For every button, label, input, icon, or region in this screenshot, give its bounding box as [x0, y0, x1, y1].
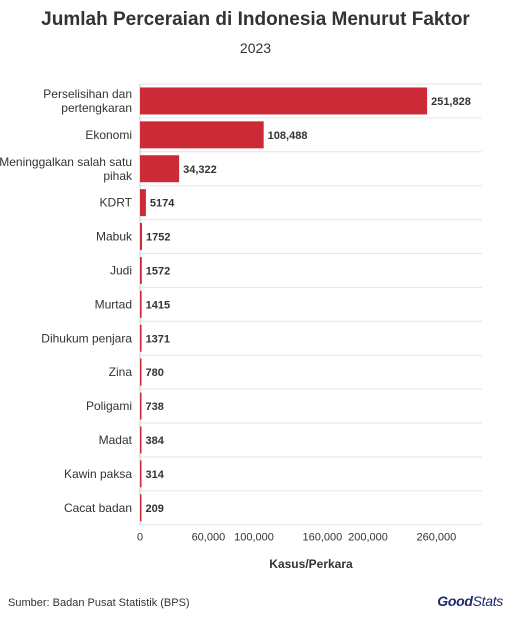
x-tick-label: 260,000 [417, 532, 457, 544]
bar [140, 87, 428, 115]
category-label: Dihukum penjara [41, 331, 132, 345]
bar [140, 290, 142, 318]
value-label: 314 [146, 469, 165, 481]
value-label: 384 [146, 435, 165, 447]
chart-title: Jumlah Perceraian di Indonesia Menurut F… [41, 9, 470, 30]
value-label: 209 [146, 503, 164, 515]
value-label: 738 [146, 401, 164, 413]
category-label: Cacat badan [64, 501, 132, 515]
category-label: Mabuk [96, 230, 133, 244]
category-label: Meninggalkan salah satu [0, 155, 132, 169]
value-label: 251,828 [431, 96, 471, 108]
category-label: Ekonomi [85, 128, 132, 142]
goodstats-logo: GoodStats [437, 593, 503, 609]
bar [140, 358, 142, 386]
bar [140, 494, 142, 522]
x-tick-label: 200,000 [348, 532, 388, 544]
x-tick-label: 160,000 [303, 532, 343, 544]
source-note: Sumber: Badan Pusat Statistik (BPS) [8, 597, 190, 609]
bar [140, 155, 180, 183]
value-label: 780 [146, 367, 164, 379]
bar [140, 256, 142, 284]
category-label: Zina [109, 365, 133, 379]
value-label: 1415 [146, 299, 170, 311]
value-label: 34,322 [183, 164, 217, 176]
category-label: KDRT [100, 196, 133, 210]
bar [140, 324, 142, 352]
bar [140, 426, 142, 454]
x-tick-label: 60,000 [192, 532, 226, 544]
category-label: Murtad [95, 297, 132, 311]
bar [140, 189, 146, 217]
category-label: pihak [103, 169, 133, 183]
x-tick-label: 100,000 [234, 532, 274, 544]
logo-text-stats: Stats [472, 593, 504, 609]
bar [140, 223, 142, 251]
value-label: 1572 [146, 265, 170, 277]
bar [140, 121, 264, 149]
category-label: Perselisihan dan [43, 87, 132, 101]
bar [140, 392, 142, 420]
category-label: Madat [99, 433, 133, 447]
x-axis-title: Kasus/Perkara [269, 557, 353, 571]
value-label: 5174 [150, 198, 175, 210]
chart-subtitle: 2023 [239, 40, 272, 56]
category-label: Kawin paksa [64, 467, 132, 481]
logo-text-good: Good [437, 593, 473, 609]
category-label: Judi [110, 263, 132, 277]
category-label: Poligami [86, 399, 132, 413]
value-label: 1752 [146, 232, 170, 244]
x-tick-label: 0 [137, 532, 143, 544]
value-label: 1371 [146, 333, 170, 345]
value-label: 108,488 [268, 130, 308, 142]
category-label: pertengkaran [61, 101, 132, 115]
bar [140, 460, 142, 488]
